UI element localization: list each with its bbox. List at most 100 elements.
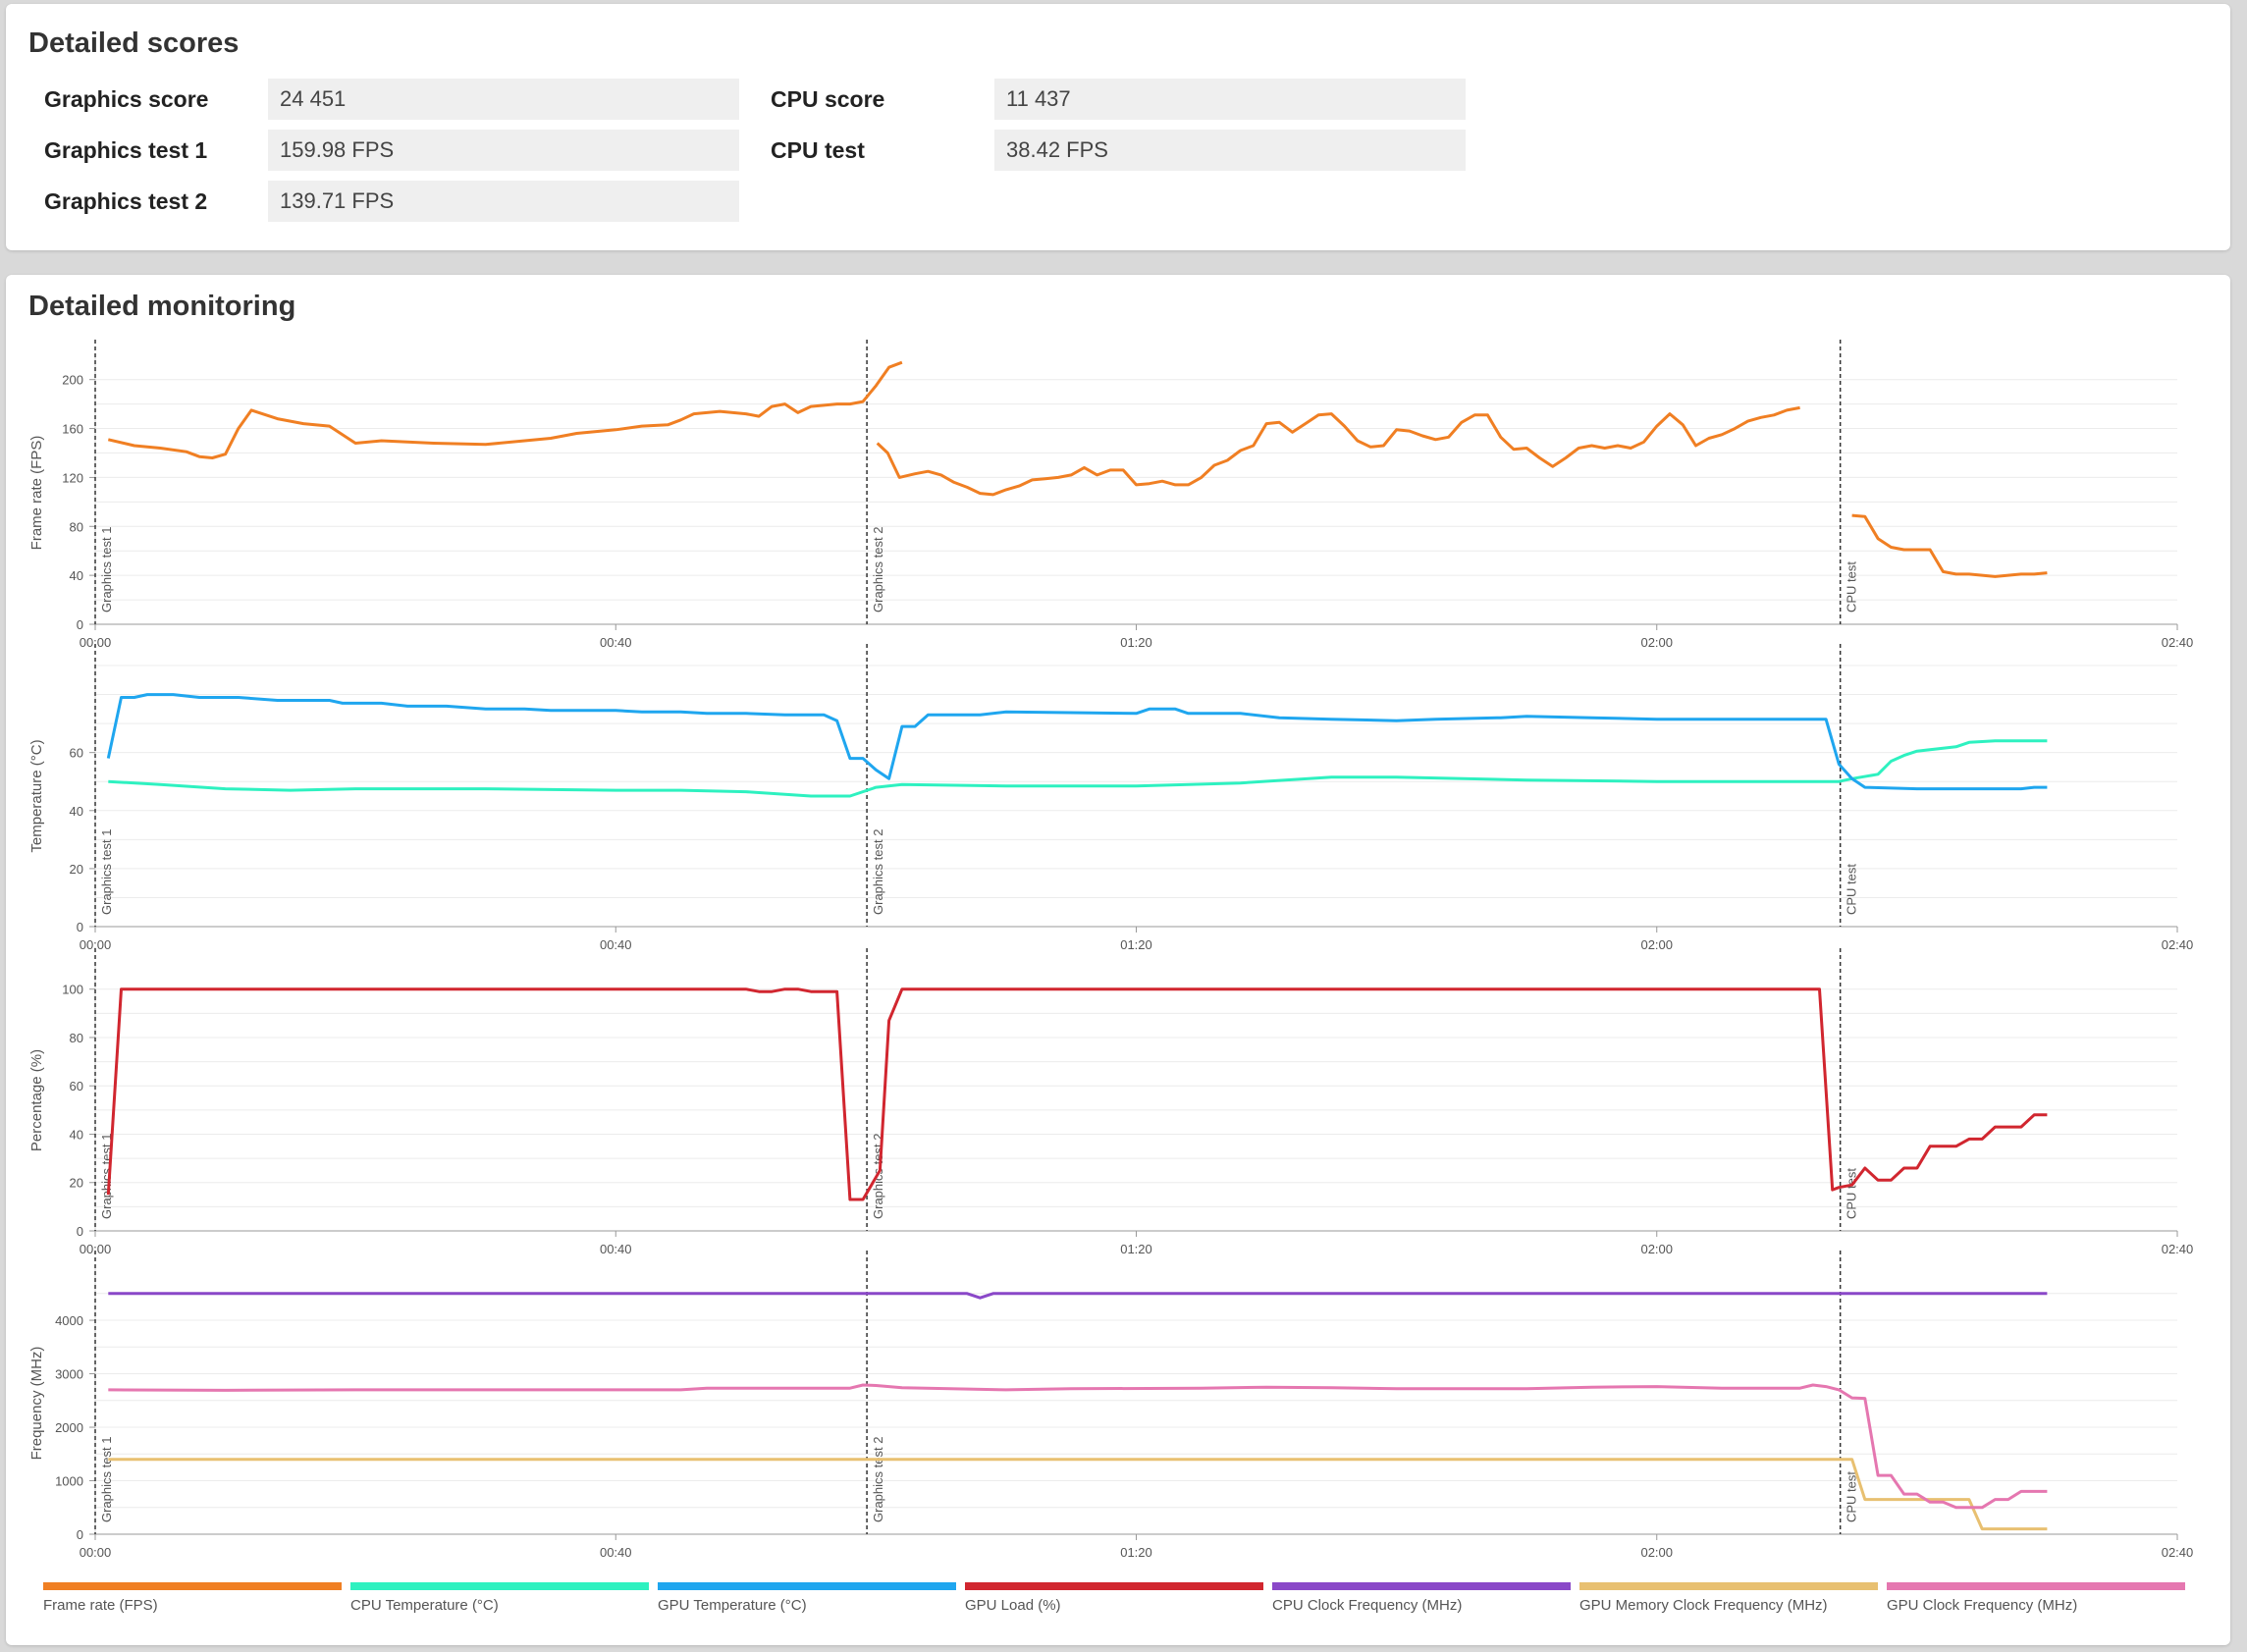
x-tick-label: 00:40: [600, 1545, 632, 1560]
y-tick-label: 0: [77, 1527, 83, 1542]
y-tick-label: 160: [62, 422, 83, 437]
cpu-test-label: CPU test: [771, 137, 865, 163]
y-axis-title: Percentage (%): [28, 1049, 45, 1151]
test-marker-label: Graphics test 2: [871, 527, 885, 613]
x-tick-label: 01:20: [1120, 937, 1152, 952]
test-marker-label: CPU test: [1845, 1471, 1859, 1522]
test-marker-label: Graphics test 2: [871, 829, 885, 915]
y-tick-label: 2000: [55, 1420, 83, 1435]
y-tick-label: 4000: [55, 1313, 83, 1328]
x-tick-label: 00:00: [80, 1242, 112, 1256]
legend-swatch: [43, 1582, 342, 1590]
x-tick-label: 00:40: [600, 937, 632, 952]
detailed-scores-panel: Detailed scores Graphics score 24 451 Gr…: [6, 4, 2230, 250]
legend-label: Frame rate (FPS): [43, 1597, 158, 1614]
y-tick-label: 200: [62, 373, 83, 388]
legend-label: GPU Temperature (°C): [658, 1597, 807, 1614]
y-tick-label: 120: [62, 470, 83, 485]
legend-swatch: [1272, 1582, 1571, 1590]
x-tick-label: 02:00: [1640, 635, 1673, 650]
x-tick-label: 01:20: [1120, 635, 1152, 650]
legend-item: CPU Temperature (°C): [350, 1582, 649, 1614]
graphics-test-1-value: 159.98 FPS: [268, 130, 739, 171]
test-marker-label: Graphics test 2: [871, 1437, 885, 1522]
series-line: [107, 360, 903, 459]
series-line: [1851, 513, 2048, 578]
detailed-monitoring-panel: Detailed monitoring: [6, 275, 2230, 1645]
test-marker-label: CPU test: [1845, 561, 1859, 613]
test-marker-label: Graphics test 1: [99, 1437, 114, 1522]
y-axis-title: Frame rate (FPS): [28, 436, 45, 551]
x-tick-label: 02:40: [2162, 1545, 2194, 1560]
series-line: [106, 693, 2048, 791]
y-tick-label: 0: [77, 1224, 83, 1239]
x-tick-label: 00:40: [600, 1242, 632, 1256]
x-tick-label: 00:00: [80, 937, 112, 952]
graphics-test-2-value: 139.71 FPS: [268, 181, 739, 222]
legend-item: GPU Load (%): [965, 1582, 1263, 1614]
x-tick-label: 02:00: [1640, 1545, 1673, 1560]
series-line: [106, 987, 2048, 1201]
legend-item: GPU Temperature (°C): [658, 1582, 956, 1614]
legend-label: GPU Clock Frequency (MHz): [1887, 1597, 2078, 1614]
graphics-score-label: Graphics score: [44, 86, 209, 112]
y-tick-label: 80: [70, 1031, 83, 1045]
x-tick-label: 01:20: [1120, 1242, 1152, 1256]
test-marker-label: Graphics test 1: [99, 829, 114, 915]
legend-label: GPU Memory Clock Frequency (MHz): [1579, 1597, 1828, 1614]
y-tick-label: 80: [70, 519, 83, 534]
legend-label: CPU Clock Frequency (MHz): [1272, 1597, 1463, 1614]
x-tick-label: 02:40: [2162, 635, 2194, 650]
x-tick-label: 02:40: [2162, 937, 2194, 952]
y-tick-label: 3000: [55, 1367, 83, 1382]
legend-swatch: [350, 1582, 649, 1590]
legend-swatch: [658, 1582, 956, 1590]
x-tick-label: 01:20: [1120, 1545, 1152, 1560]
y-tick-label: 40: [70, 804, 83, 819]
series-line: [108, 1292, 2048, 1300]
cpu-test-value: 38.42 FPS: [994, 130, 1466, 171]
monitoring-title: Detailed monitoring: [28, 291, 296, 322]
legend-item: CPU Clock Frequency (MHz): [1272, 1582, 1571, 1614]
y-tick-label: 60: [70, 1079, 83, 1093]
y-tick-label: 60: [70, 746, 83, 761]
y-tick-label: 1000: [55, 1474, 83, 1489]
y-tick-label: 0: [77, 617, 83, 632]
legend-label: CPU Temperature (°C): [350, 1597, 499, 1614]
legend-item: GPU Memory Clock Frequency (MHz): [1579, 1582, 1878, 1614]
y-tick-label: 0: [77, 920, 83, 934]
x-tick-label: 02:00: [1640, 1242, 1673, 1256]
y-tick-label: 100: [62, 983, 83, 997]
legend-item: Frame rate (FPS): [43, 1582, 342, 1614]
test-marker-label: Graphics test 1: [99, 527, 114, 613]
series-line: [108, 1458, 2048, 1531]
cpu-score-label: CPU score: [771, 86, 885, 112]
y-axis-title: Frequency (MHz): [28, 1347, 45, 1461]
cpu-score-value: 11 437: [994, 79, 1466, 120]
graphics-score-value: 24 451: [268, 79, 739, 120]
series-line: [876, 405, 1800, 497]
legend-swatch: [1887, 1582, 2185, 1590]
y-tick-label: 20: [70, 1176, 83, 1191]
y-tick-label: 20: [70, 862, 83, 877]
x-tick-label: 00:00: [80, 1545, 112, 1560]
legend-item: GPU Clock Frequency (MHz): [1887, 1582, 2185, 1614]
x-tick-label: 02:00: [1640, 937, 1673, 952]
x-tick-label: 02:40: [2162, 1242, 2194, 1256]
y-tick-label: 40: [70, 568, 83, 583]
x-tick-label: 00:00: [80, 635, 112, 650]
y-axis-title: Temperature (°C): [28, 739, 45, 852]
graphics-test-2-label: Graphics test 2: [44, 188, 208, 214]
legend-label: GPU Load (%): [965, 1597, 1061, 1614]
legend-swatch: [965, 1582, 1263, 1590]
x-tick-label: 00:40: [600, 635, 632, 650]
series-line: [108, 739, 2048, 798]
series-line: [108, 1383, 2048, 1510]
graphics-test-1-label: Graphics test 1: [44, 137, 208, 163]
legend-swatch: [1579, 1582, 1878, 1590]
scores-title: Detailed scores: [28, 27, 240, 59]
test-marker-label: CPU test: [1845, 1168, 1859, 1219]
y-tick-label: 40: [70, 1127, 83, 1142]
test-marker-label: CPU test: [1845, 864, 1859, 915]
